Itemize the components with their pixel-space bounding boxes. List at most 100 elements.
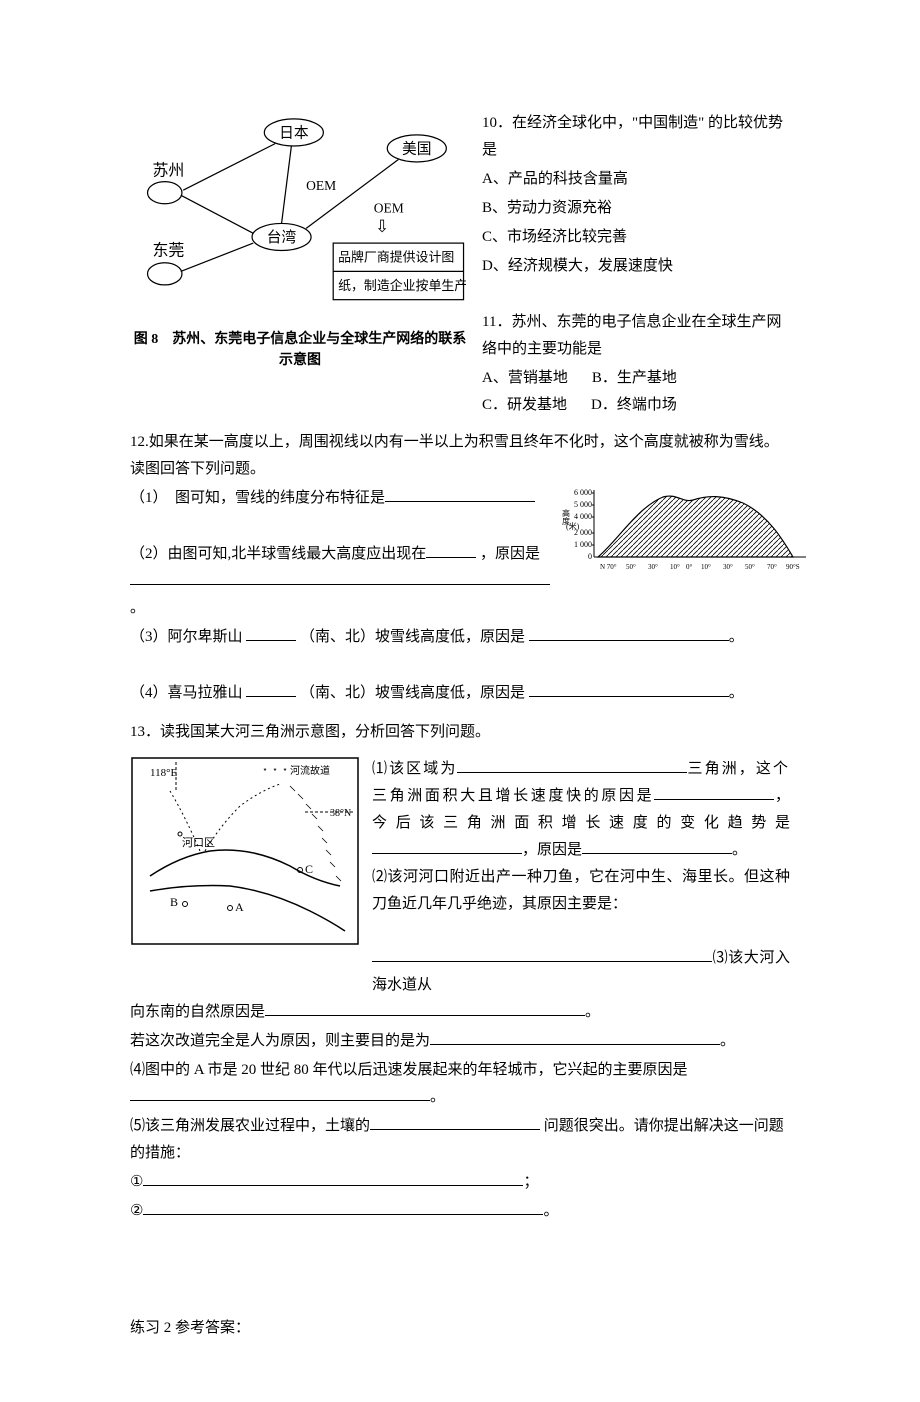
blank <box>385 487 535 502</box>
svg-text:10°: 10° <box>701 563 711 571</box>
blank <box>130 570 550 585</box>
svg-text:5 000: 5 000 <box>574 500 592 509</box>
svg-text:OEM: OEM <box>374 200 404 215</box>
blank <box>529 682 729 697</box>
svg-text:4 000: 4 000 <box>574 512 592 521</box>
blank <box>529 626 729 641</box>
q13-p2: ⑵该河河口附近出产一种刀鱼，它在河中生、海里长。但这种刀鱼近几年几乎绝迹，其原因… <box>372 864 790 918</box>
circled-2: ② <box>130 1203 143 1219</box>
delta-map-svg: 118°E ﹡﹡﹡河流故道 38°N 河口区 A B <box>130 756 360 946</box>
svg-text:苏州: 苏州 <box>152 161 184 179</box>
q12-p3a: （3）阿尔卑斯山 <box>130 629 243 645</box>
q11-stem: 11．苏州、东莞的电子信息企业在全球生产网络中的主要功能是 <box>482 309 790 363</box>
svg-text:东莞: 东莞 <box>152 241 184 259</box>
svg-text:6 000: 6 000 <box>574 488 592 497</box>
q12-p4a: （4）喜马拉雅山 <box>130 685 243 701</box>
q13-map: 118°E ﹡﹡﹡河流故道 38°N 河口区 A B <box>130 756 360 999</box>
blank <box>143 1200 543 1215</box>
svg-text:50°: 50° <box>626 563 636 571</box>
q13-stem: 13．读我国某大河三角洲示意图，分析回答下列问题。 <box>130 719 790 746</box>
q10-opt-a: A、产品的科技含量高 <box>482 166 790 193</box>
blank <box>130 1086 430 1101</box>
q10-opt-c: C、市场经济比较完善 <box>482 224 790 251</box>
answer-heading: 练习 2 参考答案： <box>130 1315 790 1342</box>
diagram-caption: 图 8 苏州、东莞电子信息企业与全球生产网络的联系示意图 <box>130 329 470 371</box>
blank <box>143 1171 523 1186</box>
caption-text: 苏州、东莞电子信息企业与全球生产网络的联系示意图 <box>172 332 466 368</box>
svg-text:90°S: 90°S <box>786 563 800 571</box>
question-column: 10．在经济全球化中，"中国制造" 的比较优势是 A、产品的科技含量高 B、劳动… <box>482 110 790 419</box>
svg-text:30°: 30° <box>723 563 733 571</box>
svg-text:台湾: 台湾 <box>267 229 297 246</box>
network-diagram: 日本 美国 苏州 东莞 台湾 OEM OEM <box>130 110 470 325</box>
blank <box>582 839 732 854</box>
svg-text:38°N: 38°N <box>330 808 351 819</box>
blank <box>654 785 774 800</box>
q13-p1a: ⑴该区域为 <box>372 761 457 777</box>
q13-p3b: 向东南的自然原因是 <box>130 1004 265 1020</box>
blank <box>265 1001 585 1016</box>
blank <box>246 626 296 641</box>
svg-text:118°E: 118°E <box>150 767 177 779</box>
q13-p5-line: ⑸该三角洲发展农业过程中，土壤的 问题很突出。请你提出解决这一问题的措施： <box>130 1113 790 1167</box>
svg-text:N 70°: N 70° <box>600 563 617 571</box>
q13-p4: ⑷图中的 A 市是 20 世纪 80 年代以后迅速发展起来的年轻城市，它兴起的主… <box>130 1062 688 1078</box>
svg-text:美国: 美国 <box>402 140 432 157</box>
q12-text: （1） 图可知，雪线的纬度分布特征是 （2）由图可知,北半球雪线最大高度应出现在… <box>130 485 550 624</box>
svg-text:10°: 10° <box>670 563 680 571</box>
q13-p4-line: ⑷图中的 A 市是 20 世纪 80 年代以后迅速发展起来的年轻城市，它兴起的主… <box>130 1057 790 1111</box>
circled-1: ① <box>130 1174 143 1190</box>
svg-text:A: A <box>235 900 244 914</box>
blank <box>457 758 687 773</box>
svg-text:﹡﹡﹡河流故道: ﹡﹡﹡河流故道 <box>260 764 330 777</box>
diagram-svg: 日本 美国 苏州 东莞 台湾 OEM OEM <box>134 114 466 311</box>
svg-text:B: B <box>170 895 178 909</box>
q11-row2: C．研发基地 D．终端巾场 <box>482 392 790 419</box>
q12-p4: （4）喜马拉雅山 （南、北）坡雪线高度低，原因是 。 <box>130 680 790 707</box>
svg-text:0°: 0° <box>686 563 693 571</box>
snowline-chart: 6 000 5 000 4 000 2 000 1 000 0 高度 (米) <box>558 485 808 585</box>
q10-opt-d: D、经济规模大，发展速度快 <box>482 253 790 280</box>
q12-p1: （1） 图可知，雪线的纬度分布特征是 <box>130 485 550 512</box>
q11-opt-d: D．终端巾场 <box>591 392 677 419</box>
svg-text:(米): (米) <box>566 521 580 531</box>
q13-m2: ②。 <box>130 1198 790 1225</box>
q12-p1-text: （1） 图可知，雪线的纬度分布特征是 <box>130 490 385 506</box>
q12-p4b: （南、北）坡雪线高度低，原因是 <box>300 685 525 701</box>
svg-text:C: C <box>305 862 313 876</box>
q13-m1: ①； <box>130 1169 790 1196</box>
blank <box>370 1115 540 1130</box>
svg-text:河口区: 河口区 <box>182 836 215 849</box>
q11-opt-c: C．研发基地 <box>482 392 567 419</box>
q13-p3b-line: 向东南的自然原因是。 <box>130 999 790 1026</box>
top-section: 日本 美国 苏州 东莞 台湾 OEM OEM <box>130 110 790 419</box>
q13-text: ⑴该区域为三角洲，这个三角洲面积大且增长速度快的原因是，今后该三角洲面积增长速度… <box>372 756 790 999</box>
svg-text:⇩: ⇩ <box>375 217 389 236</box>
q12-p2a: （2）由图可知,北半球雪线最大高度应出现在 <box>130 546 426 562</box>
q11-opt-a: A、营销基地 <box>482 365 568 392</box>
q13-p3c-line: 若这次改道完全是人为原因，则主要目的是为。 <box>130 1028 790 1055</box>
blank <box>372 839 522 854</box>
svg-text:纸，制造企业按单生产: 纸，制造企业按单生产 <box>338 278 466 293</box>
svg-text:70°: 70° <box>767 563 777 571</box>
q13-p3c: 若这次改道完全是人为原因，则主要目的是为 <box>130 1033 430 1049</box>
svg-text:50°: 50° <box>745 563 755 571</box>
diagram-column: 日本 美国 苏州 东莞 台湾 OEM OEM <box>130 110 470 419</box>
q10-opt-b: B、劳动力资源充裕 <box>482 195 790 222</box>
q12-p2: （2）由图可知,北半球雪线最大高度应出现在 ，原因是 。 <box>130 541 550 622</box>
q12-p3b: （南、北）坡雪线高度低，原因是 <box>300 629 525 645</box>
svg-text:OEM: OEM <box>306 178 336 193</box>
svg-text:日本: 日本 <box>279 124 309 141</box>
q13-p5: ⑸该三角洲发展农业过程中，土壤的 <box>130 1118 370 1134</box>
blank <box>426 543 476 558</box>
q13-p1d: ，原因是 <box>522 842 582 858</box>
blank <box>372 947 712 962</box>
q12-body: （1） 图可知，雪线的纬度分布特征是 （2）由图可知,北半球雪线最大高度应出现在… <box>130 485 790 624</box>
q11-opt-b: B．生产基地 <box>592 365 677 392</box>
q12-stem: 12.如果在某一高度以上，周围视线以内有一半以上为积雪且终年不化时，这个高度就被… <box>130 429 790 483</box>
q12-p2b: ，原因是 <box>480 546 540 562</box>
blank <box>246 682 296 697</box>
svg-text:品牌厂商提供设计图: 品牌厂商提供设计图 <box>338 250 454 265</box>
blank <box>430 1030 720 1045</box>
svg-text:1 000: 1 000 <box>574 540 592 549</box>
